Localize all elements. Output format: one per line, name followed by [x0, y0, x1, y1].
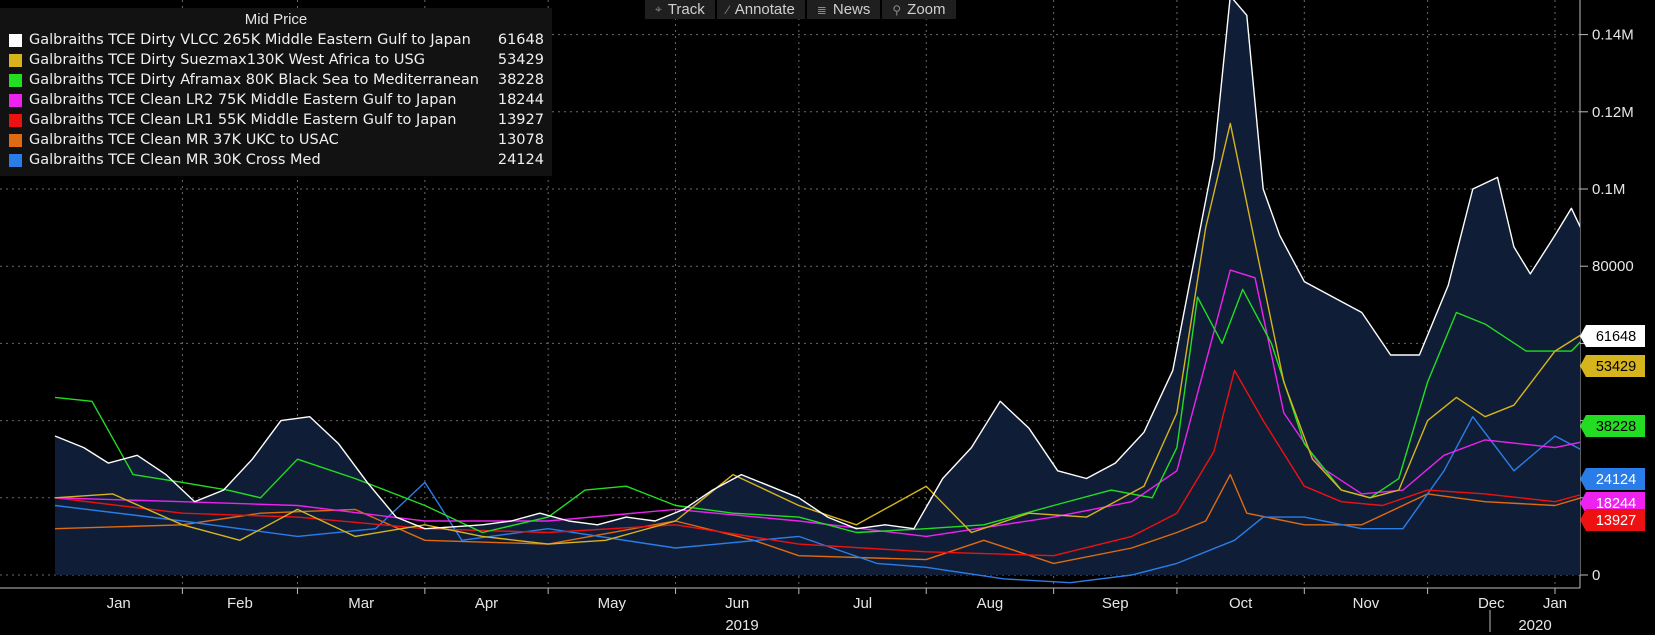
legend-entry-value: 53429	[497, 52, 544, 68]
x-tick-label: Apr	[475, 595, 498, 612]
y-tick-label: 0.12M	[1592, 104, 1634, 121]
last-value-tag	[1580, 468, 1645, 490]
last-value-label: 13927	[1596, 513, 1636, 529]
year-label: 2020	[1518, 617, 1551, 634]
last-value-label: 61648	[1596, 329, 1636, 345]
x-tick-label: Jul	[853, 595, 872, 612]
series-line	[54, 288, 1580, 534]
x-tick-label: May	[598, 595, 627, 612]
year-label: 2019	[725, 617, 758, 634]
last-value-label: 38228	[1596, 419, 1636, 435]
x-tick-label: Feb	[227, 595, 253, 612]
track-button-label: Track	[667, 1, 705, 18]
legend-swatch	[9, 133, 22, 147]
magnifier-icon: ⚲	[892, 2, 902, 17]
series-line	[54, 0, 1580, 530]
legend-swatch	[9, 93, 22, 107]
last-value-tag	[1580, 509, 1645, 531]
legend-swatch	[9, 113, 22, 127]
last-value-label: 24124	[1596, 472, 1636, 488]
last-value-tag	[1580, 325, 1645, 347]
legend-entry-name: Galbraiths TCE Dirty Aframax 80K Black S…	[29, 72, 479, 88]
x-tick-label: Jun	[725, 595, 749, 612]
area-fill	[55, 0, 1580, 575]
x-tick-label: Mar	[348, 595, 374, 612]
x-tick-label: Nov	[1353, 595, 1380, 612]
legend-entry-value: 13078	[497, 132, 544, 148]
last-value-label: 53429	[1596, 359, 1636, 375]
chart-toolbar: ⌖ Track ∕ Annotate ≣ News ⚲ Zoom	[645, 0, 956, 20]
annotate-button-label: Annotate	[734, 1, 795, 18]
legend-entry-name: Galbraiths TCE Clean MR 37K UKC to USAC	[29, 132, 339, 148]
legend-entry-name: Galbraiths TCE Clean LR1 55K Middle East…	[29, 112, 457, 128]
legend-entry-name: Galbraiths TCE Clean LR2 75K Middle East…	[29, 92, 457, 108]
annotate-button[interactable]: ∕ Annotate	[716, 0, 805, 19]
legend-entry-value: 13927	[497, 112, 544, 128]
last-value-label: 18244	[1596, 496, 1636, 512]
series-line	[54, 473, 1580, 565]
series-line	[54, 269, 1580, 538]
legend-entry-value: 18244	[497, 92, 544, 108]
legend-swatch	[9, 33, 22, 47]
legend-swatch	[9, 153, 22, 167]
track-button[interactable]: ⌖ Track	[645, 0, 715, 19]
legend-entry[interactable]: Galbraiths TCE Clean LR1 55K Middle East…	[0, 110, 552, 130]
y-tick-label: 0.14M	[1592, 27, 1634, 44]
news-button[interactable]: ≣ News	[806, 0, 881, 19]
legend-entry-value: 24124	[497, 152, 544, 168]
x-tick-label: Aug	[977, 595, 1004, 612]
chart-legend: Mid Price Galbraiths TCE Dirty VLCC 265K…	[0, 8, 552, 176]
legend-entry[interactable]: Galbraiths TCE Dirty VLCC 265K Middle Ea…	[0, 30, 552, 50]
news-icon: ≣	[816, 2, 827, 17]
last-value-tag	[1580, 415, 1645, 437]
legend-entry[interactable]: Galbraiths TCE Dirty Aframax 80K Black S…	[0, 70, 552, 90]
y-tick-label: 0.1M	[1592, 181, 1625, 198]
legend-entry[interactable]: Galbraiths TCE Dirty Suezmax130K West Af…	[0, 50, 552, 70]
crosshair-icon: ⌖	[655, 2, 662, 16]
y-tick-label: 0	[1592, 567, 1600, 584]
x-tick-label: Sep	[1102, 595, 1129, 612]
legend-entry-value: 38228	[497, 72, 544, 88]
x-tick-label: Oct	[1229, 595, 1253, 612]
legend-entry-name: Galbraiths TCE Clean MR 30K Cross Med	[29, 152, 321, 168]
y-tick-label: 80000	[1592, 258, 1634, 275]
last-value-tag	[1580, 492, 1645, 514]
legend-entry-value: 61648	[497, 32, 544, 48]
x-tick-label: Jan	[107, 595, 131, 612]
news-button-label: News	[832, 1, 871, 18]
zoom-button-label: Zoom	[907, 1, 946, 18]
last-value-tag	[1580, 355, 1645, 377]
legend-title: Mid Price	[244, 11, 308, 28]
legend-swatch	[9, 73, 22, 87]
legend-swatch	[9, 53, 22, 67]
series-line	[54, 369, 1580, 557]
x-tick-label: Dec	[1478, 595, 1505, 612]
legend-entry[interactable]: Galbraiths TCE Clean MR 37K UKC to USAC …	[0, 130, 552, 150]
legend-entry[interactable]: Galbraiths TCE Clean LR2 75K Middle East…	[0, 90, 552, 110]
x-tick-label: Jan	[1543, 595, 1567, 612]
legend-entry-name: Galbraiths TCE Dirty VLCC 265K Middle Ea…	[29, 32, 471, 48]
zoom-button[interactable]: ⚲ Zoom	[882, 0, 956, 19]
legend-entry[interactable]: Galbraiths TCE Clean MR 30K Cross Med 24…	[0, 150, 552, 170]
legend-entry-name: Galbraiths TCE Dirty Suezmax130K West Af…	[29, 52, 425, 68]
series-line	[54, 122, 1580, 545]
pencil-icon: ∕	[726, 2, 729, 17]
